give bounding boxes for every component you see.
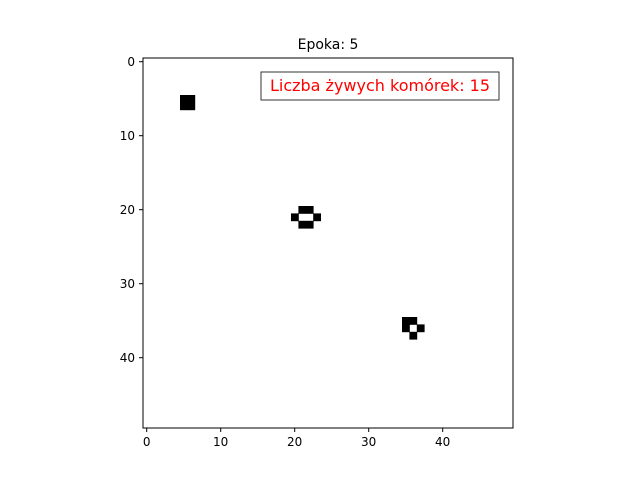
alive-cell <box>305 220 314 229</box>
x-axis: 0 10 20 30 40 <box>143 428 450 449</box>
x-tick-label: 0 <box>143 435 151 449</box>
plot-background <box>143 58 513 428</box>
y-tick-label: 20 <box>120 203 135 217</box>
alive-cell <box>416 324 425 333</box>
y-tick-label: 30 <box>120 277 135 291</box>
y-axis: 0 10 20 30 40 <box>120 55 143 365</box>
alive-cell <box>180 102 188 111</box>
x-tick-label: 30 <box>361 435 376 449</box>
y-tick-label: 40 <box>120 351 135 365</box>
alive-cell <box>291 213 299 222</box>
x-tick-label: 10 <box>213 435 228 449</box>
alive-cell <box>298 206 307 214</box>
cell-layer <box>180 95 425 340</box>
y-tick-label: 0 <box>127 55 135 69</box>
alive-cell <box>298 220 307 229</box>
y-tick-label: 10 <box>120 129 135 143</box>
alive-cell <box>305 206 314 214</box>
alive-cell <box>313 213 321 222</box>
alive-cell <box>409 331 418 340</box>
annotation-text: Liczba żywych komórek: 15 <box>270 76 490 95</box>
alive-count-annotation: Liczba żywych komórek: 15 <box>260 71 500 101</box>
plot-frame <box>142 57 514 429</box>
annotation-box <box>260 71 500 101</box>
x-tick-label: 20 <box>287 435 302 449</box>
alive-cell <box>180 95 188 103</box>
alive-cell <box>409 317 418 325</box>
alive-cell <box>187 95 196 103</box>
alive-cell <box>402 324 410 333</box>
plot-area <box>142 57 514 429</box>
chart-title: Epoka: 5 <box>298 37 359 53</box>
alive-cell <box>402 317 410 325</box>
alive-cell <box>187 102 196 111</box>
x-tick-label: 40 <box>435 435 450 449</box>
